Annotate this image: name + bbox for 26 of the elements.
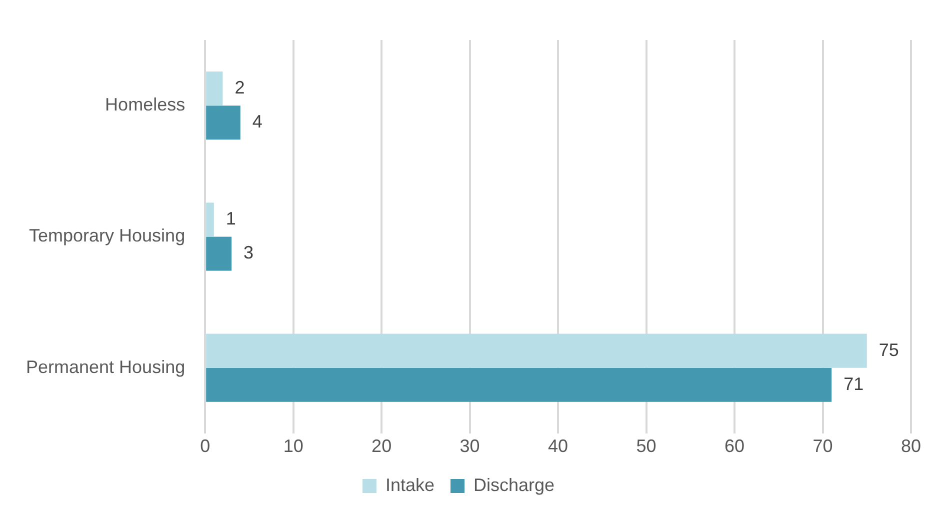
bar (206, 106, 240, 140)
y-tick-label: Permanent Housing (26, 356, 186, 377)
bar (206, 368, 832, 402)
x-tick-label: 30 (460, 436, 480, 456)
data-label: 1 (226, 208, 236, 229)
bar (206, 71, 223, 106)
x-tick-label: 50 (636, 436, 656, 456)
x-tick-label: 0 (200, 436, 210, 456)
x-tick-label: 60 (724, 436, 745, 456)
data-label: 2 (234, 77, 245, 98)
x-tick-label: 70 (812, 436, 833, 456)
y-tick-label: Homeless (105, 94, 186, 115)
legend-label: Discharge (474, 474, 555, 495)
y-tick-label: Temporary Housing (29, 226, 186, 246)
bar (206, 236, 232, 271)
data-label: 4 (252, 112, 262, 132)
x-tick-label: 80 (900, 436, 922, 456)
legend-label: Intake (385, 474, 435, 495)
x-tick-label: 20 (372, 436, 392, 456)
x-tick-label: 40 (548, 436, 568, 456)
data-label: 75 (878, 340, 899, 360)
data-label: 71 (844, 374, 864, 394)
data-label: 3 (244, 242, 254, 263)
x-tick-label: 10 (283, 436, 304, 456)
bar (206, 202, 214, 237)
bar (206, 334, 867, 368)
